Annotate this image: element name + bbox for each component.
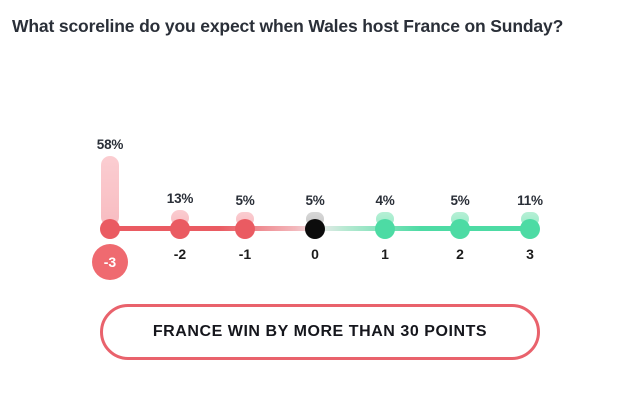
axis-dot[interactable] [450, 218, 470, 239]
value-label: 5% [305, 193, 325, 208]
axis-dot[interactable] [235, 218, 255, 239]
chart-tick-3[interactable]: 11% 3 [495, 130, 565, 280]
x-axis-label: 3 [526, 246, 534, 262]
result-pill-label: FRANCE WIN BY MORE THAN 30 POINTS [152, 323, 488, 340]
value-label: 5% [235, 193, 255, 208]
value-label: 13% [166, 191, 194, 207]
chart-tick-2[interactable]: 5% 2 [425, 130, 495, 280]
value-label: 58% [96, 137, 124, 152]
value-label: 4% [375, 193, 395, 208]
scoreline-distribution-chart: 58% -3 13% -2 5% -1 5% 0 4% 1 5% 2 11% 3 [0, 130, 640, 280]
axis-dot[interactable] [305, 218, 325, 239]
chart-tick-minus1[interactable]: 5% -1 [210, 130, 280, 280]
x-axis-label: -1 [238, 246, 252, 262]
axis-dot[interactable] [375, 218, 395, 239]
axis-dot[interactable] [100, 218, 120, 239]
chart-tick-minus3[interactable]: 58% -3 [75, 130, 145, 280]
axis-dot[interactable] [170, 218, 190, 239]
value-label: 5% [450, 193, 470, 208]
value-label: 11% [517, 193, 543, 208]
x-axis-label: -2 [173, 246, 187, 262]
chart-tick-1[interactable]: 4% 1 [350, 130, 420, 280]
value-bar [101, 156, 119, 226]
selected-option-marker[interactable]: -3 [92, 244, 128, 280]
result-pill[interactable]: FRANCE WIN BY MORE THAN 30 POINTS [100, 304, 540, 360]
chart-tick-minus2[interactable]: 13% -2 [145, 130, 215, 280]
chart-tick-0[interactable]: 5% 0 [280, 130, 350, 280]
x-axis-label: 0 [311, 246, 319, 262]
axis-dot[interactable] [520, 218, 540, 239]
x-axis-label: 2 [456, 246, 464, 262]
page-title: What scoreline do you expect when Wales … [12, 16, 564, 36]
x-axis-label: 1 [381, 246, 389, 262]
